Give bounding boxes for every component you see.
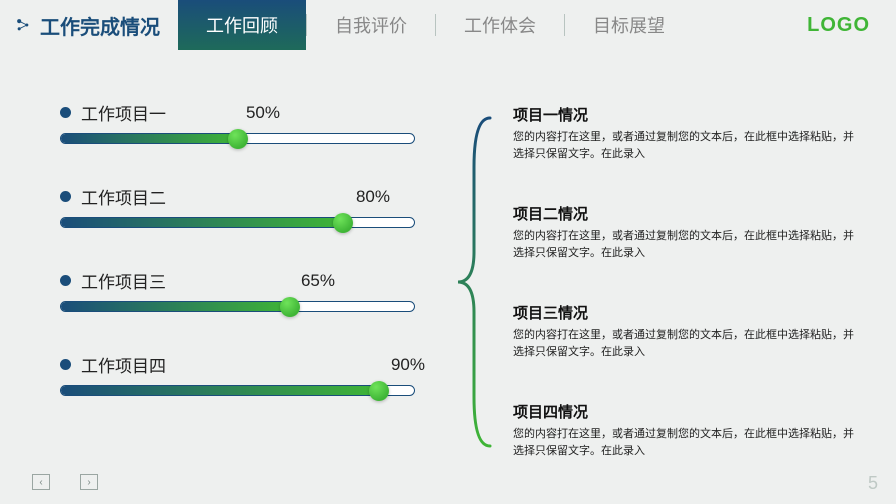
progress-fill [61,386,379,395]
progress-bar[interactable] [60,217,415,228]
description-item: 项目二情况 您的内容打在这里，或者通过复制您的文本后，在此框中选择粘贴，并选择只… [513,203,856,262]
project-name: 工作项目三 [81,268,191,293]
description-title: 项目三情况 [513,302,856,323]
project-percent: 65% [275,271,335,291]
tab-self-eval[interactable]: 自我评价 [307,0,435,50]
description-item: 项目三情况 您的内容打在这里，或者通过复制您的文本后，在此框中选择粘贴，并选择只… [513,302,856,361]
bullet-icon [60,107,71,118]
page-number: 5 [868,473,878,494]
tabs: 工作回顾 自我评价 工作体会 目标展望 [178,0,781,50]
tab-review[interactable]: 工作回顾 [178,0,306,50]
project-row: 工作项目一 50% [60,100,430,144]
progress-knob[interactable] [280,297,300,317]
header: 工作完成情况 工作回顾 自我评价 工作体会 目标展望 LOGO [0,0,896,50]
next-button[interactable]: › [80,474,98,490]
description-title: 项目一情况 [513,104,856,125]
progress-fill [61,134,238,143]
description-item: 项目一情况 您的内容打在这里，或者通过复制您的文本后，在此框中选择粘贴，并选择只… [513,104,856,163]
description-body: 您的内容打在这里，或者通过复制您的文本后，在此框中选择粘贴，并选择只保留文字。在… [513,426,856,460]
content: 工作项目一 50% 工作项目二 80% 工作项目三 65 [60,100,856,464]
progress-knob[interactable] [333,213,353,233]
project-name: 工作项目四 [81,352,191,377]
bullet-icon [60,191,71,202]
progress-bar[interactable] [60,385,415,396]
progress-knob[interactable] [228,129,248,149]
progress-list: 工作项目一 50% 工作项目二 80% 工作项目三 65 [60,100,430,464]
tab-experience[interactable]: 工作体会 [436,0,564,50]
description-body: 您的内容打在这里，或者通过复制您的文本后，在此框中选择粘贴，并选择只保留文字。在… [513,228,856,262]
bullet-icon [60,275,71,286]
progress-bar[interactable] [60,133,415,144]
project-percent: 50% [220,103,280,123]
project-name: 工作项目二 [81,184,191,209]
logo-text: LOGO [781,0,896,50]
progress-fill [61,218,343,227]
project-row: 工作项目二 80% [60,184,430,228]
description-title: 项目四情况 [513,401,856,422]
prev-button[interactable]: ‹ [32,474,50,490]
progress-bar[interactable] [60,301,415,312]
description-body: 您的内容打在这里，或者通过复制您的文本后，在此框中选择粘贴，并选择只保留文字。在… [513,327,856,361]
project-percent: 80% [330,187,390,207]
project-row: 工作项目三 65% [60,268,430,312]
descriptions: 项目一情况 您的内容打在这里，或者通过复制您的文本后，在此框中选择粘贴，并选择只… [513,100,856,464]
tab-goals[interactable]: 目标展望 [565,0,693,50]
progress-knob[interactable] [369,381,389,401]
description-title: 项目二情况 [513,203,856,224]
description-item: 项目四情况 您的内容打在这里，或者通过复制您的文本后，在此框中选择粘贴，并选择只… [513,401,856,460]
bullet-icon [60,359,71,370]
project-percent: 90% [365,355,425,375]
project-row: 工作项目四 90% [60,352,430,396]
progress-fill [61,302,290,311]
brace-icon [445,100,505,464]
page-title: 工作完成情况 [30,0,178,50]
description-body: 您的内容打在这里，或者通过复制您的文本后，在此框中选择粘贴，并选择只保留文字。在… [513,129,856,163]
project-name: 工作项目一 [81,100,191,125]
logo-mark-icon [0,0,30,50]
pager: ‹ › [32,474,98,490]
